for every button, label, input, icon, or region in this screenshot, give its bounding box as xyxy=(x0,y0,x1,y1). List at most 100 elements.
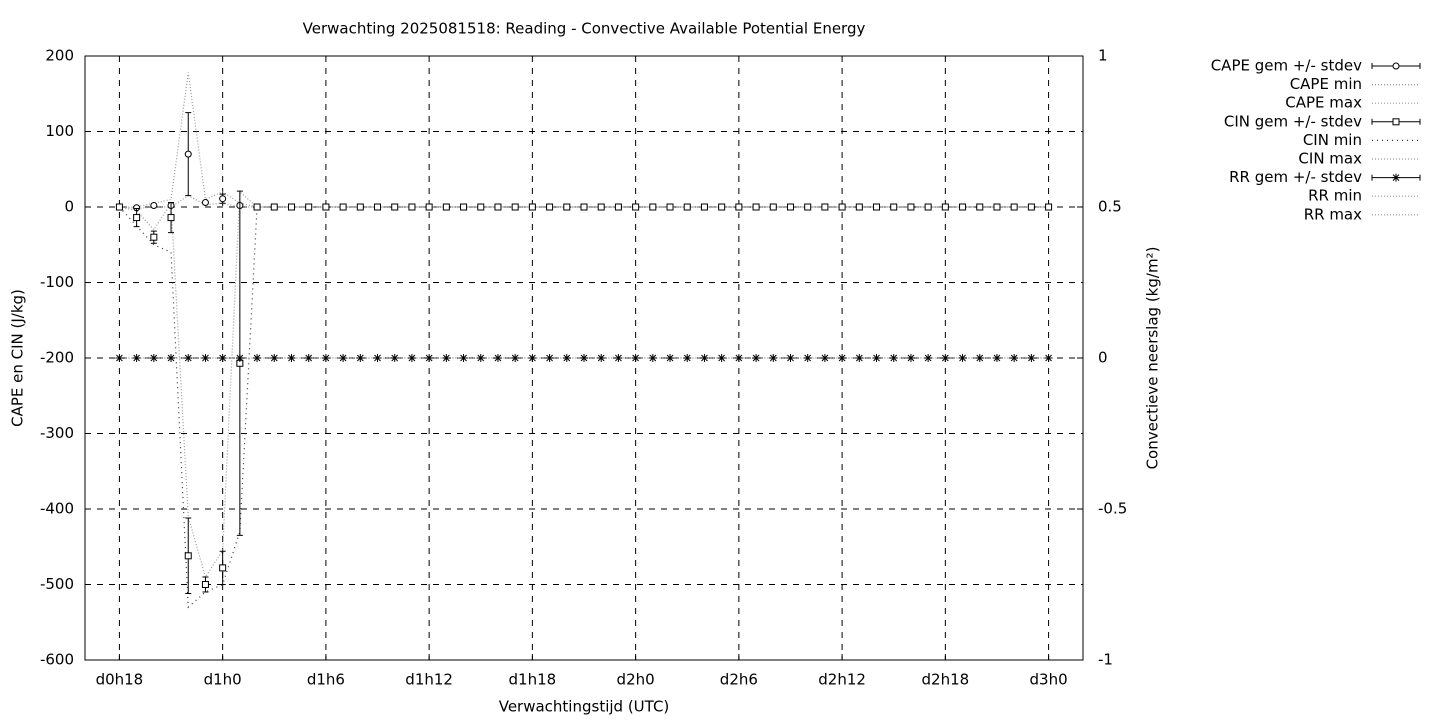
marker xyxy=(390,354,399,362)
marker xyxy=(184,354,193,362)
marker xyxy=(305,203,313,211)
marker xyxy=(666,354,675,362)
y-tick-label: 100 xyxy=(45,122,74,140)
legend-marker xyxy=(1392,118,1400,126)
x-tick-label: d2h12 xyxy=(818,671,866,689)
marker xyxy=(287,354,296,362)
x-axis-label: Verwachtingstijd (UTC) xyxy=(499,698,670,716)
legend-label: CAPE max xyxy=(1285,94,1362,112)
marker xyxy=(442,203,450,211)
marker xyxy=(321,354,330,362)
marker xyxy=(442,354,451,362)
marker xyxy=(562,354,571,362)
marker xyxy=(855,354,864,362)
marker xyxy=(1045,203,1053,211)
marker xyxy=(219,564,227,572)
marker xyxy=(683,203,691,211)
marker xyxy=(855,203,863,211)
x-tick-label: d1h6 xyxy=(307,671,345,689)
marker xyxy=(976,203,984,211)
marker xyxy=(408,203,416,211)
marker xyxy=(235,354,244,362)
marker xyxy=(253,203,261,211)
legend-label: CIN max xyxy=(1298,150,1362,168)
marker xyxy=(1044,354,1053,362)
marker xyxy=(580,354,588,362)
legend-marker xyxy=(1392,62,1400,70)
legend-label: RR gem +/- stdev xyxy=(1229,168,1362,186)
legend-marker xyxy=(1392,173,1400,182)
marker xyxy=(511,203,519,211)
y2-tick-label: 1 xyxy=(1098,47,1108,65)
marker xyxy=(975,354,984,362)
y-tick-label: -100 xyxy=(40,273,74,291)
marker xyxy=(511,354,520,362)
marker xyxy=(786,203,794,211)
marker xyxy=(924,203,932,211)
marker xyxy=(391,203,399,211)
marker xyxy=(769,354,778,362)
marker xyxy=(459,354,468,362)
marker xyxy=(924,354,933,362)
marker xyxy=(322,203,330,211)
marker xyxy=(958,354,967,362)
marker xyxy=(872,354,881,362)
x-tick-label: d2h0 xyxy=(617,671,655,689)
y-tick-label: 0 xyxy=(64,198,74,216)
x-tick-label: d1h0 xyxy=(204,671,242,689)
marker xyxy=(718,203,726,211)
marker xyxy=(270,203,278,211)
marker xyxy=(493,354,502,362)
marker xyxy=(838,354,847,362)
y-tick-label: -300 xyxy=(40,424,74,442)
x-tick-label: d2h18 xyxy=(922,671,970,689)
marker xyxy=(494,203,502,211)
y-tick-label: 200 xyxy=(45,47,74,65)
marker xyxy=(941,203,949,211)
marker xyxy=(717,354,726,362)
x-tick-label: d1h12 xyxy=(405,671,453,689)
marker xyxy=(907,203,915,211)
marker xyxy=(476,354,485,362)
marker xyxy=(889,354,898,362)
marker xyxy=(1010,354,1019,362)
y2-tick-label: 0.5 xyxy=(1098,198,1122,216)
y2-tick-label: -0.5 xyxy=(1098,500,1127,518)
marker xyxy=(287,203,295,211)
marker xyxy=(425,354,434,362)
marker xyxy=(838,203,846,211)
marker xyxy=(992,354,1001,362)
marker xyxy=(339,354,348,362)
y2-tick-label: -1 xyxy=(1098,651,1113,669)
marker xyxy=(632,203,640,211)
legend-label: CIN gem +/- stdev xyxy=(1224,112,1362,130)
marker xyxy=(132,354,141,362)
marker xyxy=(597,203,605,211)
marker xyxy=(648,354,657,362)
y2-axis-label: Convectieve neerslag (kg/m²) xyxy=(1144,247,1162,470)
marker xyxy=(597,354,606,362)
marker xyxy=(700,354,709,362)
marker xyxy=(614,354,623,362)
marker xyxy=(133,214,141,222)
y2-tick-label: 0 xyxy=(1098,349,1108,367)
marker xyxy=(666,203,674,211)
marker xyxy=(1027,354,1036,362)
marker xyxy=(906,354,915,362)
marker xyxy=(563,203,571,211)
marker xyxy=(821,203,829,211)
marker xyxy=(184,150,192,158)
legend-label: RR max xyxy=(1304,205,1362,223)
marker xyxy=(804,203,812,211)
marker xyxy=(270,354,279,362)
x-tick-label: d1h18 xyxy=(509,671,557,689)
marker xyxy=(734,354,743,362)
marker xyxy=(356,354,365,362)
marker xyxy=(959,203,967,211)
marker xyxy=(580,203,588,211)
marker xyxy=(184,552,192,560)
marker xyxy=(735,203,743,211)
marker xyxy=(219,195,227,203)
marker xyxy=(993,203,1001,211)
marker xyxy=(218,354,227,362)
